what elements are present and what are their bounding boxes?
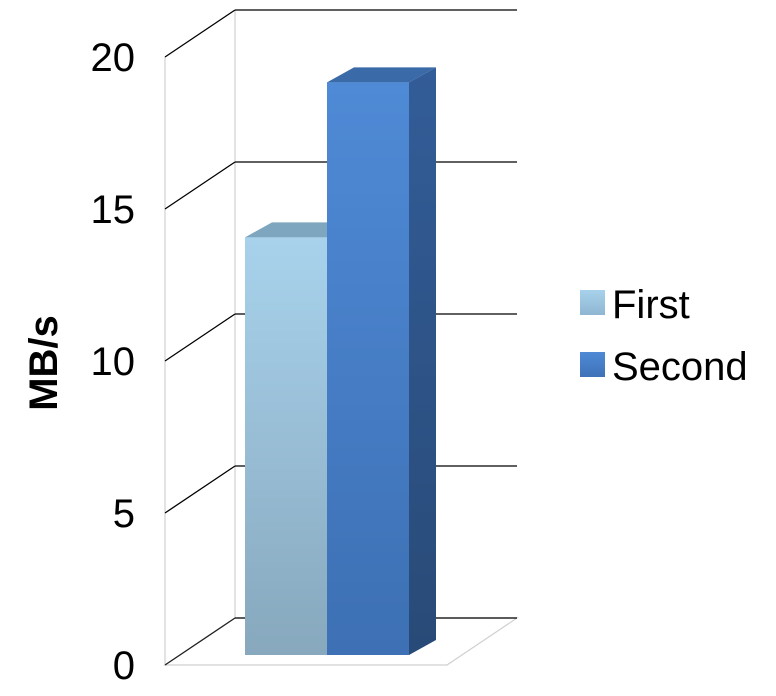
gridline-diagonal [164,9,236,58]
legend-label: First [612,283,690,327]
bar-first [245,222,354,656]
legend: First Second [580,283,748,389]
y-tick-labels: 0 5 10 15 20 [91,36,136,688]
legend-label: Second [612,345,748,389]
legend-item-first: First [580,283,690,327]
gridline-diagonal [164,161,236,210]
bar-second [327,67,436,655]
gridline-diagonal [164,465,236,514]
y-tick-label: 20 [91,36,136,80]
gridline-diagonal [164,313,236,362]
bar-side-face [409,67,436,655]
y-axis-label: MB/s [22,315,66,411]
bar-front-face [245,237,327,656]
y-tick-label: 0 [113,644,135,688]
bar-top-face [327,67,436,83]
y-tick-label: 10 [91,340,136,384]
y-tick-label: 5 [113,492,135,536]
legend-swatch [580,290,605,315]
bar-front-face [327,82,409,655]
legend-item-second: Second [580,345,748,389]
bars [245,67,436,656]
gridline-diagonal [164,617,236,666]
legend-swatch [580,352,605,377]
bar-top-face [245,222,354,238]
y-tick-label: 15 [91,188,136,232]
